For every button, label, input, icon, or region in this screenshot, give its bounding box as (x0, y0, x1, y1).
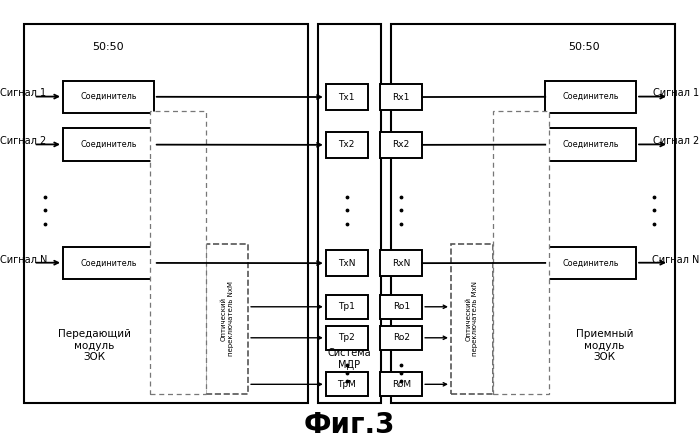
Bar (318, 24, 381, 403)
Text: RoM: RoM (391, 380, 411, 389)
Text: Tx2: Tx2 (338, 140, 355, 149)
Text: 50:50: 50:50 (568, 42, 600, 51)
Bar (326, 132, 368, 158)
Text: Фиг.3: Фиг.3 (304, 411, 395, 439)
Text: RxN: RxN (392, 259, 410, 268)
Bar (380, 372, 422, 396)
Text: Соединитель: Соединитель (563, 92, 619, 101)
Text: Передающий
модуль
ЗОК: Передающий модуль ЗОК (58, 329, 131, 362)
Bar (451, 244, 493, 394)
Text: Оптический
переключатель NxM: Оптический переключатель NxM (221, 281, 233, 357)
Bar (63, 128, 154, 161)
Bar (326, 250, 368, 276)
Text: Ro2: Ro2 (393, 333, 410, 342)
Text: Сигнал 1: Сигнал 1 (653, 89, 699, 98)
Text: Ro1: Ro1 (393, 302, 410, 311)
Text: Rx1: Rx1 (393, 93, 410, 101)
Text: Tp2: Tp2 (338, 333, 355, 342)
Text: Соединитель: Соединитель (563, 140, 619, 149)
Bar (380, 132, 422, 158)
Text: Соединитель: Соединитель (80, 258, 136, 268)
Text: Соединитель: Соединитель (80, 140, 136, 149)
Text: Соединитель: Соединитель (80, 92, 136, 101)
Bar (493, 111, 549, 394)
Text: Tp1: Tp1 (338, 302, 355, 311)
Bar (380, 295, 422, 319)
Text: Соединитель: Соединитель (563, 258, 619, 268)
Bar (380, 326, 422, 350)
Text: Сигнал N: Сигнал N (0, 255, 48, 264)
Text: Сигнал 1: Сигнал 1 (0, 89, 46, 98)
Bar (206, 244, 248, 394)
Bar (326, 295, 368, 319)
Bar (63, 81, 154, 113)
Text: Tx1: Tx1 (338, 93, 355, 101)
Bar (63, 247, 154, 279)
Text: Сигнал 2: Сигнал 2 (653, 136, 699, 146)
Text: TpM: TpM (337, 380, 356, 389)
Bar (545, 247, 636, 279)
Text: Rx2: Rx2 (393, 140, 410, 149)
Bar (380, 84, 422, 110)
Bar (380, 250, 422, 276)
Text: Сигнал N: Сигнал N (651, 255, 699, 264)
Bar (545, 128, 636, 161)
Text: Оптический
переключатель MxN: Оптический переключатель MxN (466, 281, 478, 357)
Text: Приемный
модуль
ЗОК: Приемный модуль ЗОК (576, 329, 633, 362)
Bar (391, 24, 675, 403)
Bar (326, 326, 368, 350)
Text: Система
МДР: Система МДР (328, 348, 371, 369)
Text: 50:50: 50:50 (92, 42, 124, 51)
Bar (24, 24, 308, 403)
Bar (150, 111, 206, 394)
Bar (326, 84, 368, 110)
Bar (545, 81, 636, 113)
Bar (326, 372, 368, 396)
Text: TxN: TxN (338, 259, 356, 268)
Text: Сигнал 2: Сигнал 2 (0, 136, 46, 146)
